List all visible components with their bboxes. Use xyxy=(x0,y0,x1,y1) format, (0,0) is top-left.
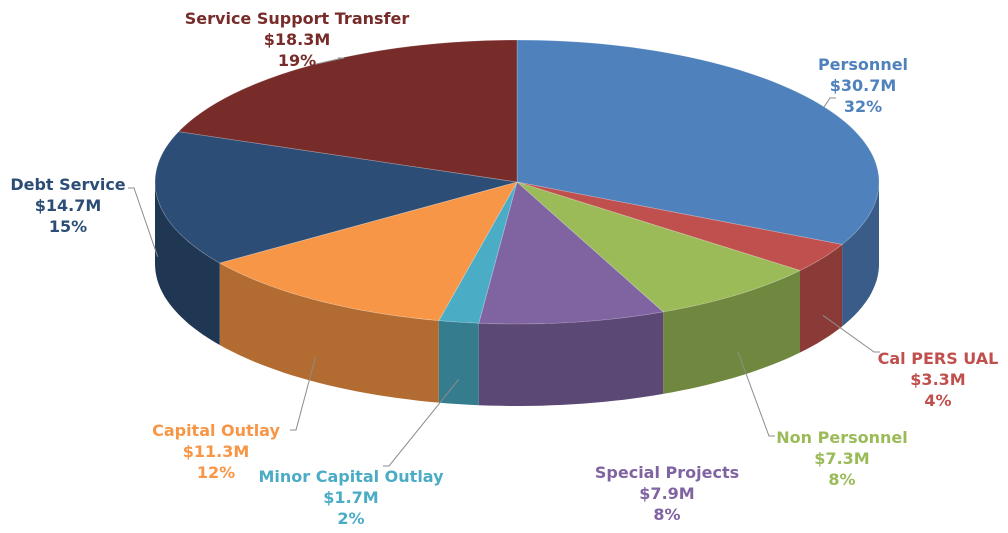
leader-service-support-transfer xyxy=(311,57,345,66)
label-minor-capital-outlay: Minor Capital Outlay $1.7M 2% xyxy=(246,466,456,529)
side-debt-service xyxy=(155,182,220,345)
label-cal-pers-ual-percent: 4% xyxy=(924,391,952,410)
label-minor-capital-outlay-amount: $1.7M xyxy=(323,488,379,507)
label-cal-pers-ual-name: Cal PERS UAL xyxy=(877,349,999,368)
slice-minor-capital-outlay xyxy=(438,181,518,324)
label-cal-pers-ual-amount: $3.3M xyxy=(910,370,966,389)
leader-minor-capital-outlay xyxy=(383,379,460,467)
leader-cal-pers-ual xyxy=(822,314,880,353)
slice-debt-service xyxy=(154,131,518,264)
label-service-support-transfer-name: Service Support Transfer xyxy=(184,9,410,28)
side-cal-pers-ual xyxy=(800,244,843,353)
side-capital-outlay xyxy=(219,263,439,403)
pie-sides xyxy=(155,182,879,406)
label-service-support-transfer-percent: 19% xyxy=(277,51,317,70)
label-service-support-transfer: Service Support Transfer $18.3M 19% xyxy=(172,8,422,71)
slice-cal-pers-ual xyxy=(516,181,844,271)
leader-personnel xyxy=(823,97,836,108)
label-debt-service: Debt Service $14.7M 15% xyxy=(0,174,136,237)
label-capital-outlay: Capital Outlay $11.3M 12% xyxy=(146,420,286,483)
label-debt-service-percent: 15% xyxy=(48,217,88,236)
label-special-projects-percent: 8% xyxy=(653,505,681,524)
label-non-personnel-percent: 8% xyxy=(828,470,856,489)
label-debt-service-name: Debt Service xyxy=(10,175,126,194)
label-cal-pers-ual: Cal PERS UAL $3.3M 4% xyxy=(868,348,1008,411)
label-special-projects-name: Special Projects xyxy=(594,463,740,482)
leader-non-personnel xyxy=(737,351,775,437)
side-non-personnel xyxy=(663,270,800,394)
side-special-projects xyxy=(478,311,664,406)
side-personnel xyxy=(842,182,879,327)
label-minor-capital-outlay-percent: 2% xyxy=(337,509,365,528)
slice-special-projects xyxy=(478,181,665,325)
label-capital-outlay-name: Capital Outlay xyxy=(152,421,280,440)
label-personnel: Personnel $30.7M 32% xyxy=(808,54,918,117)
side-minor-capital-outlay xyxy=(438,320,479,406)
label-personnel-name: Personnel xyxy=(817,55,909,74)
label-personnel-percent: 32% xyxy=(843,97,883,116)
label-service-support-transfer-amount: $18.3M xyxy=(263,30,331,49)
leader-lines xyxy=(128,57,880,467)
leader-debt-service xyxy=(128,187,159,257)
label-capital-outlay-amount: $11.3M xyxy=(182,442,250,461)
leader-capital-outlay xyxy=(290,357,316,431)
label-non-personnel-amount: $7.3M xyxy=(814,449,870,468)
label-personnel-amount: $30.7M xyxy=(829,76,897,95)
label-non-personnel-name: Non Personnel xyxy=(776,428,908,447)
label-special-projects-amount: $7.9M xyxy=(639,484,695,503)
label-non-personnel: Non Personnel $7.3M 8% xyxy=(772,427,912,490)
label-minor-capital-outlay-name: Minor Capital Outlay xyxy=(258,467,444,486)
label-debt-service-amount: $14.7M xyxy=(34,196,102,215)
pie-slices xyxy=(154,39,880,325)
slice-capital-outlay xyxy=(218,181,518,322)
label-special-projects: Special Projects $7.9M 8% xyxy=(582,462,752,525)
slice-non-personnel xyxy=(516,181,802,313)
slice-personnel xyxy=(516,39,880,245)
label-capital-outlay-percent: 12% xyxy=(196,463,236,482)
